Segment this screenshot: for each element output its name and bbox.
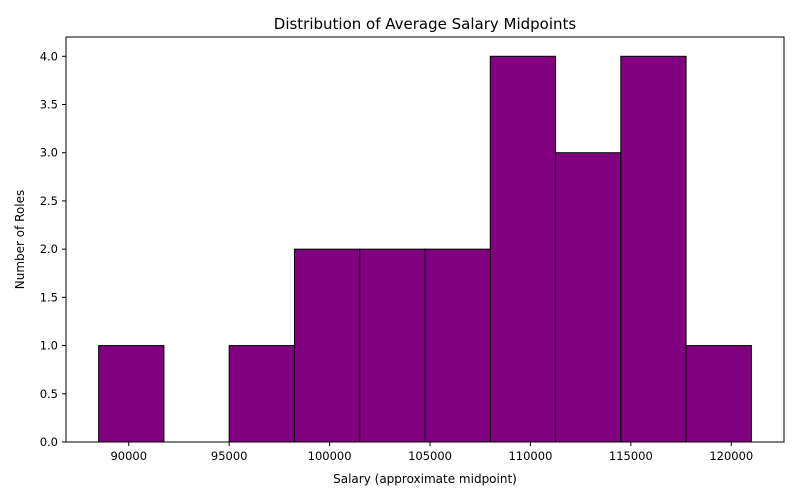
x-tick-label: 120000	[709, 449, 753, 463]
histogram-bar	[685, 345, 752, 443]
histogram-bar	[293, 248, 361, 443]
y-axis-label: Number of Roles	[13, 190, 27, 290]
histogram-bar	[489, 55, 557, 443]
bars-group	[98, 55, 752, 443]
x-tick-label: 115000	[609, 449, 653, 463]
x-tick-label: 110000	[508, 449, 552, 463]
histogram-bar	[555, 152, 622, 443]
y-tick-label: 4.0	[40, 49, 58, 63]
x-tick-label: 105000	[408, 449, 452, 463]
x-axis-label: Salary (approximate midpoint)	[333, 472, 517, 486]
y-tick-label: 1.0	[40, 339, 58, 353]
y-tick-label: 1.5	[40, 290, 58, 304]
y-tick-label: 3.5	[40, 98, 58, 112]
x-tick-label: 100000	[308, 449, 352, 463]
y-axis-ticks: 0.0 0.5 1.0 1.5 2.0 2.5 3.0 3.5 4.0	[40, 49, 66, 449]
histogram-bar	[620, 55, 687, 443]
plot-frame	[65, 36, 785, 443]
y-tick-label: 0.5	[40, 387, 58, 401]
x-tick-label: 90000	[110, 449, 147, 463]
x-axis-ticks: 90000 95000 100000 105000 110000 115000 120000	[110, 442, 753, 463]
y-tick-label: 2.0	[40, 242, 58, 256]
histogram-bar	[98, 345, 165, 443]
histogram-bar	[359, 248, 426, 443]
x-tick-label: 95000	[211, 449, 248, 463]
y-tick-label: 3.0	[40, 146, 58, 160]
chart-title: Distribution of Average Salary Midpoints	[274, 15, 577, 33]
y-tick-label: 0.0	[40, 435, 58, 449]
y-tick-label: 2.5	[40, 194, 58, 208]
histogram-bar	[424, 248, 491, 443]
histogram-bar	[228, 345, 295, 443]
